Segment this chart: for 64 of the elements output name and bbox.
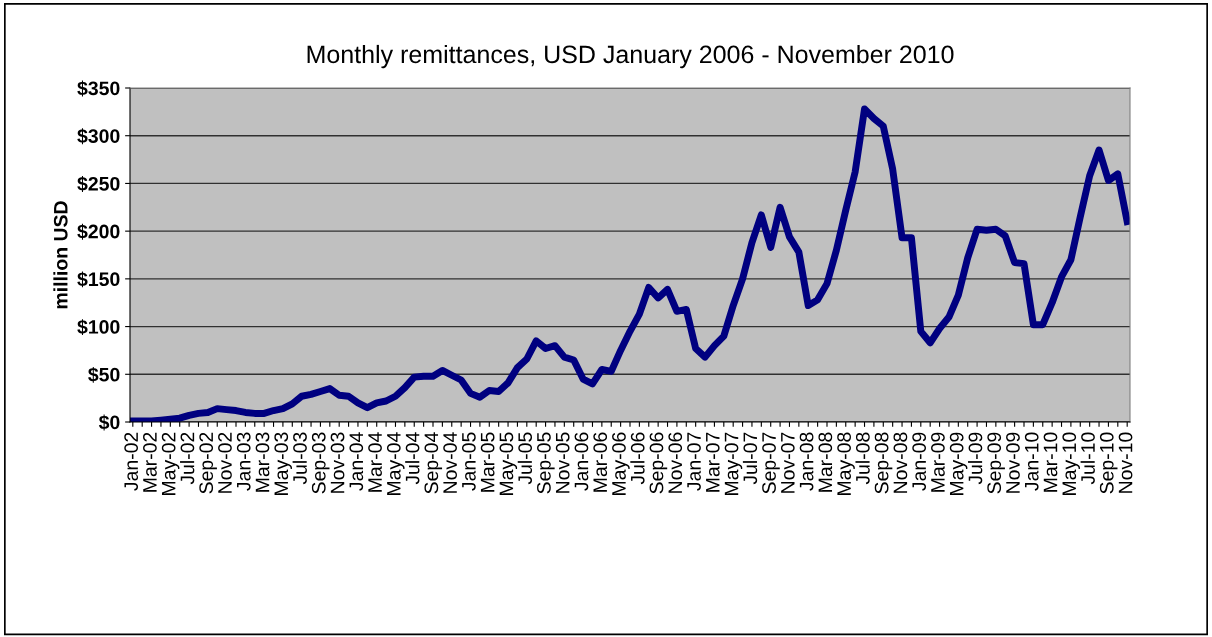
x-tick-label: May-10: [1062, 432, 1080, 495]
x-tick-label: Mar-02: [143, 432, 157, 492]
x-tick-label: Jul-06: [630, 432, 645, 485]
x-tick-label: May-02: [161, 432, 180, 495]
x-tick-label: Mar-09: [931, 432, 945, 492]
y-tick-label: $350: [77, 80, 120, 97]
x-tick-label: Nov-02: [218, 432, 232, 493]
y-tick-label: $200: [77, 223, 120, 240]
x-tick-label: Jul-02: [180, 432, 195, 485]
x-tick-label: Jan-05: [461, 432, 476, 491]
x-tick-label: Mar-03: [255, 432, 270, 492]
x-tick-label: Sep-05: [537, 432, 555, 494]
chart-title: Monthly remittances, USD January 2006 - November 2010: [307, 44, 954, 69]
x-tick-label: Nov-05: [555, 432, 570, 493]
x-tick-label: Sep-04: [424, 432, 443, 494]
x-tick-label: Sep-03: [311, 432, 330, 494]
x-tick-label: Mar-06: [593, 432, 608, 492]
x-tick-label: Jan-09: [912, 432, 927, 491]
x-tick-label: Jan-07: [687, 432, 701, 491]
y-axis-title: million USD: [53, 201, 68, 309]
x-tick-label: May-08: [837, 432, 855, 495]
x-tick-label: May-04: [386, 432, 405, 495]
x-tick-label: Nov-03: [330, 432, 345, 493]
x-tick-label: Jan-02: [124, 432, 139, 491]
x-tick-label: Jul-07: [742, 432, 758, 485]
y-tick-label: $100: [77, 319, 120, 336]
x-tick-label: Jan-03: [236, 432, 251, 491]
x-tick-label: Nov-09: [1006, 432, 1020, 493]
x-tick-label: Jul-09: [968, 432, 983, 485]
x-tick-label: Sep-02: [199, 432, 217, 494]
x-tick-label: Jul-04: [405, 432, 420, 485]
x-tick-label: Sep-06: [649, 432, 668, 494]
x-tick-label: Jul-05: [517, 432, 533, 485]
y-tick-label: $150: [77, 271, 120, 288]
y-tick-label: $0: [98, 414, 120, 431]
x-tick-label: Mar-04: [368, 432, 382, 492]
x-tick-label: Jan-06: [574, 432, 589, 491]
x-tick-label: Jan-08: [799, 432, 814, 491]
y-tick-label: $300: [77, 128, 120, 145]
x-tick-label: Jul-08: [855, 432, 870, 485]
x-tick-label: Mar-07: [705, 432, 720, 492]
y-tick-label: $250: [77, 176, 120, 192]
x-tick-label: Jul-03: [292, 432, 307, 485]
x-tick-label: Mar-05: [480, 432, 495, 492]
x-tick-label: May-06: [612, 432, 630, 495]
x-tick-label: Sep-10: [1099, 432, 1118, 494]
x-tick-label: May-05: [499, 432, 518, 495]
x-tick-label: Sep-09: [987, 432, 1005, 494]
x-tick-label: Jan-04: [349, 432, 364, 491]
x-tick-label: May-07: [724, 432, 743, 495]
x-tick-label: Nov-07: [780, 432, 795, 493]
y-tick-label: $50: [88, 366, 120, 383]
x-tick-label: May-03: [274, 432, 292, 495]
x-tick-label: Jul-10: [1080, 432, 1095, 485]
x-tick-label: Nov-06: [668, 432, 683, 493]
x-tick-label: Mar-08: [818, 432, 833, 492]
x-tick-label: May-09: [949, 432, 968, 495]
x-tick-label: Mar-10: [1043, 432, 1058, 492]
x-tick-label: Nov-08: [893, 432, 908, 493]
x-tick-label: Sep-08: [874, 432, 893, 494]
x-tick-label: Nov-04: [443, 432, 457, 493]
x-tick-label: Nov-10: [1118, 432, 1133, 493]
x-tick-label: Sep-07: [762, 432, 780, 494]
x-tick-label: Jan-10: [1024, 432, 1039, 491]
